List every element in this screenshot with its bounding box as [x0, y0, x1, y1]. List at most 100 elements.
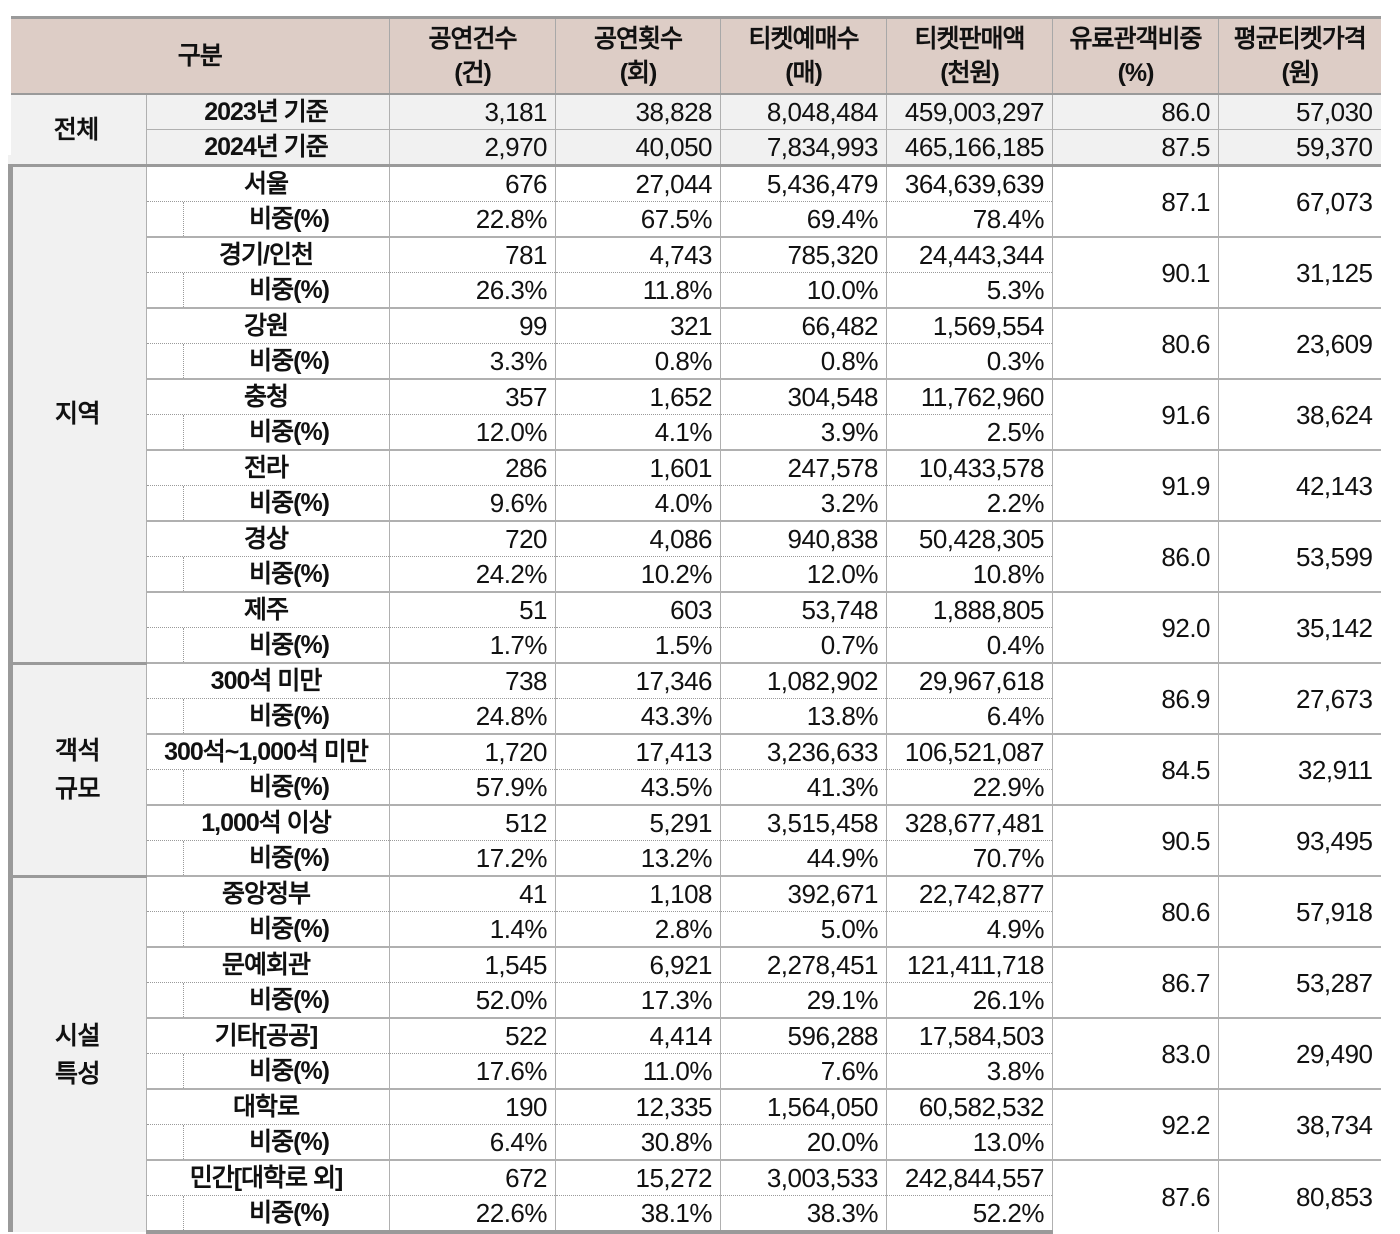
- share-cell: 4.0%: [555, 485, 721, 521]
- group-label: 시설 특성: [8, 874, 147, 1232]
- share-cell: 0.4%: [886, 627, 1053, 663]
- dotted-divider: [183, 1125, 184, 1159]
- cell: 10,433,578: [886, 449, 1053, 486]
- row-label: 제주: [145, 591, 390, 628]
- share-cell: 24.8%: [389, 698, 556, 734]
- cell: 29,967,618: [886, 662, 1053, 699]
- share-cell: 3.2%: [720, 485, 887, 521]
- header-category: 구분: [10, 16, 390, 95]
- share-cell: 5.3%: [886, 272, 1053, 308]
- paid-ratio-cell: 86.9: [1052, 662, 1219, 734]
- share-cell: 11.0%: [555, 1053, 721, 1089]
- cell: 17,413: [555, 733, 721, 770]
- cell: 1,720: [389, 733, 556, 770]
- share-row: 비중(%) 6.4% 30.8% 20.0% 13.0%: [11, 1124, 1381, 1160]
- share-cell: 10.2%: [555, 556, 721, 592]
- share-cell: 9.6%: [389, 485, 556, 521]
- group-label-line: 객석: [54, 736, 101, 765]
- cell: 3,236,633: [720, 733, 887, 770]
- dotted-divider: [183, 344, 184, 378]
- paid-ratio-cell: 83.0: [1052, 1017, 1219, 1089]
- data-row: 충청 357 1,652 304,548 11,762,960 91.6 38,624: [11, 378, 1381, 450]
- share-row: 비중(%) 12.0% 4.1% 3.9% 2.5%: [11, 414, 1381, 450]
- share-cell: 44.9%: [720, 840, 887, 876]
- group-label-line: 규모: [54, 774, 101, 803]
- share-label: 비중(%): [145, 201, 390, 237]
- row-label: 민간[대학로 외]: [145, 1159, 390, 1196]
- cell: 2,278,451: [720, 946, 887, 983]
- paid-ratio-cell: 86.0: [1052, 520, 1219, 592]
- row-label: 문예회관: [145, 946, 390, 983]
- cell: 87.5: [1052, 129, 1219, 167]
- cell: 8,048,484: [720, 94, 887, 130]
- paid-ratio-cell: 90.1: [1052, 236, 1219, 308]
- data-row: 경상 720 4,086 940,838 50,428,305 86.0 53,599: [11, 520, 1381, 592]
- avg-price-cell: 23,609: [1218, 307, 1381, 379]
- paid-ratio-cell: 84.5: [1052, 733, 1219, 805]
- share-cell: 57.9%: [389, 769, 556, 805]
- share-cell: 30.8%: [555, 1124, 721, 1160]
- data-row: 1,000석 이상 512 5,291 3,515,458 328,677,481 90.…: [11, 804, 1381, 876]
- share-cell: 22.6%: [389, 1195, 556, 1234]
- total-row-2024: 2024년 기준 2,970 40,050 7,834,993 465,166,…: [11, 129, 1381, 167]
- cell: 1,569,554: [886, 307, 1053, 344]
- avg-price-cell: 93,495: [1218, 804, 1381, 876]
- share-cell: 1.4%: [389, 911, 556, 947]
- data-row: 시설 특성 중앙정부 41 1,108 392,671 22,742,877 80.6 57,9…: [8, 874, 1381, 1232]
- cell: 522: [389, 1017, 556, 1054]
- cell: 59,370: [1218, 129, 1381, 167]
- row-label: 전라: [145, 449, 390, 486]
- row-label: 강원: [145, 307, 390, 344]
- paid-ratio-cell: 86.7: [1052, 946, 1219, 1018]
- cell: 3,003,533: [720, 1159, 887, 1196]
- cell: 321: [555, 307, 721, 344]
- cell: 5,436,479: [720, 164, 887, 202]
- share-cell: 2.8%: [555, 911, 721, 947]
- share-cell: 43.5%: [555, 769, 721, 805]
- data-row: 경기/인천 781 4,743 785,320 24,443,344 90.1 31,125: [11, 236, 1381, 308]
- share-cell: 52.2%: [886, 1195, 1053, 1234]
- share-cell: 78.4%: [886, 201, 1053, 237]
- data-row: 300석~1,000석 미만 1,720 17,413 3,236,633 106,52…: [11, 733, 1381, 805]
- paid-ratio-cell: 91.9: [1052, 449, 1219, 521]
- cell: 1,082,902: [720, 662, 887, 699]
- share-label: 비중(%): [145, 414, 390, 450]
- header-row: 구분 공연건수 (건) 공연횟수 (회) 티켓예매수 (매) 티켓판매액 (천원) 유료…: [10, 16, 1381, 95]
- dotted-divider: [183, 557, 184, 591]
- row-label: 경상: [145, 520, 390, 557]
- share-cell: 11.8%: [555, 272, 721, 308]
- avg-price-cell: 67,073: [1218, 164, 1381, 237]
- cell: 364,639,639: [886, 164, 1053, 202]
- share-row: 비중(%) 57.9% 43.5% 41.3% 22.9%: [11, 769, 1381, 805]
- share-row: 비중(%) 3.3% 0.8% 0.8% 0.3%: [11, 343, 1381, 379]
- share-cell: 17.2%: [389, 840, 556, 876]
- dotted-divider: [183, 628, 184, 662]
- row-label: 경기/인천: [145, 236, 390, 273]
- row-label: 기타[공공]: [145, 1017, 390, 1054]
- data-row: 전라 286 1,601 247,578 10,433,578 91.9 42,143: [11, 449, 1381, 521]
- share-label: 비중(%): [145, 1195, 390, 1234]
- share-cell: 20.0%: [720, 1124, 887, 1160]
- cell: 22,742,877: [886, 875, 1053, 912]
- header-paid-audience-ratio: 유료관객비중 (%): [1052, 16, 1219, 95]
- cell: 57,030: [1218, 94, 1381, 130]
- avg-price-cell: 38,734: [1218, 1088, 1381, 1160]
- cell: 15,272: [555, 1159, 721, 1196]
- share-row: 비중(%) 1.7% 1.5% 0.7% 0.4%: [11, 627, 1381, 663]
- share-label: 비중(%): [145, 627, 390, 663]
- share-row: 비중(%) 17.2% 13.2% 44.9% 70.7%: [11, 840, 1381, 876]
- paid-ratio-cell: 92.0: [1052, 591, 1219, 663]
- share-cell: 52.0%: [389, 982, 556, 1018]
- cell: 51: [389, 591, 556, 628]
- cell: 3,181: [389, 94, 556, 130]
- performance-statistics-table: 구분 공연건수 (건) 공연횟수 (회) 티켓예매수 (매) 티켓판매액 (천원) 유료…: [8, 16, 1381, 1234]
- avg-price-cell: 32,911: [1218, 733, 1381, 805]
- dotted-divider: [183, 202, 184, 236]
- share-label: 비중(%): [145, 485, 390, 521]
- data-row: 기타[공공] 522 4,414 596,288 17,584,503 83.0 29,49…: [11, 1017, 1381, 1089]
- cell: 53,748: [720, 591, 887, 628]
- cell: 512: [389, 804, 556, 841]
- cell: 247,578: [720, 449, 887, 486]
- data-row: 민간[대학로 외] 672 15,272 3,003,533 242,844,557 87…: [11, 1159, 1381, 1232]
